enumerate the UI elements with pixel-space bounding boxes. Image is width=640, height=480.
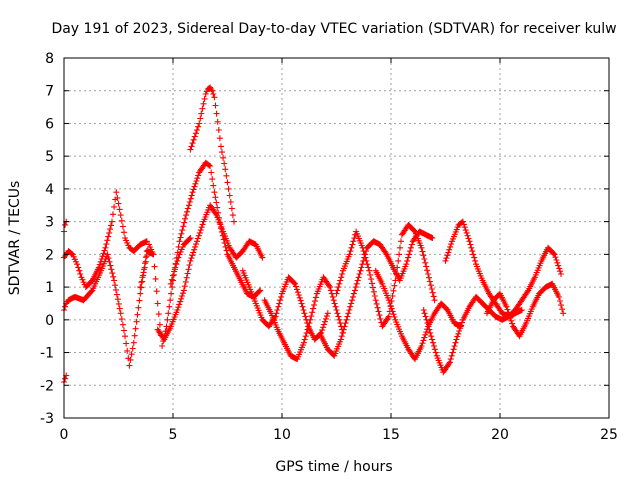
plot-frame xyxy=(63,57,610,419)
data-point-markers xyxy=(167,235,194,287)
series-track-9 xyxy=(239,267,331,343)
x-tick-label: 10 xyxy=(273,427,291,443)
y-tick-label: -2 xyxy=(40,378,54,394)
series-track-6 xyxy=(187,84,237,225)
y-tick-label: 0 xyxy=(45,313,54,329)
y-tick-label: 6 xyxy=(45,116,54,132)
data-point-markers xyxy=(187,84,237,225)
data-point-markers xyxy=(483,280,567,340)
series-track-3 xyxy=(61,218,70,235)
data-point-markers xyxy=(261,274,346,363)
series-track-1 xyxy=(61,189,150,291)
y-tick-label: -3 xyxy=(40,411,54,427)
x-tick-label: 0 xyxy=(60,427,69,443)
series-track-13 xyxy=(372,267,464,363)
y-tick-label: 7 xyxy=(45,84,54,100)
y-tick-label: -1 xyxy=(40,346,54,362)
series-track-16 xyxy=(483,280,567,340)
data-points xyxy=(61,84,567,385)
data-point-markers xyxy=(61,218,70,235)
x-tick-label: 20 xyxy=(491,427,509,443)
grid-lines xyxy=(64,58,609,418)
y-tick-label: 3 xyxy=(45,215,54,231)
data-point-markers xyxy=(372,267,464,363)
y-axis-label: SDTVAR / TECUs xyxy=(7,181,23,296)
x-tick-label: 5 xyxy=(169,427,178,443)
data-point-markers xyxy=(239,267,331,343)
data-point-markers xyxy=(61,372,70,385)
data-point-markers xyxy=(154,202,266,343)
series-track-10 xyxy=(261,274,346,363)
x-tick-label: 15 xyxy=(382,427,400,443)
series-track-2 xyxy=(61,248,157,369)
y-tick-label: 2 xyxy=(45,247,54,263)
series-track-7 xyxy=(154,202,266,343)
x-tick-label: 25 xyxy=(600,427,618,443)
series-track-4 xyxy=(61,372,70,385)
x-axis-label: GPS time / hours xyxy=(275,459,392,475)
series-track-8 xyxy=(167,235,194,287)
axis-ticks: 0 5 10 15 20 25 -3 -2 -1 0 1 2 3 4 5 6 7 8 xyxy=(40,51,618,443)
y-tick-label: 5 xyxy=(45,149,54,165)
data-point-markers xyxy=(61,248,157,369)
chart-title: Day 191 of 2023, Sidereal Day-to-day VTE… xyxy=(51,21,616,37)
data-point-markers xyxy=(61,189,150,291)
y-tick-label: 1 xyxy=(45,280,54,296)
y-tick-label: 4 xyxy=(45,182,54,198)
y-tick-label: 8 xyxy=(45,51,54,67)
